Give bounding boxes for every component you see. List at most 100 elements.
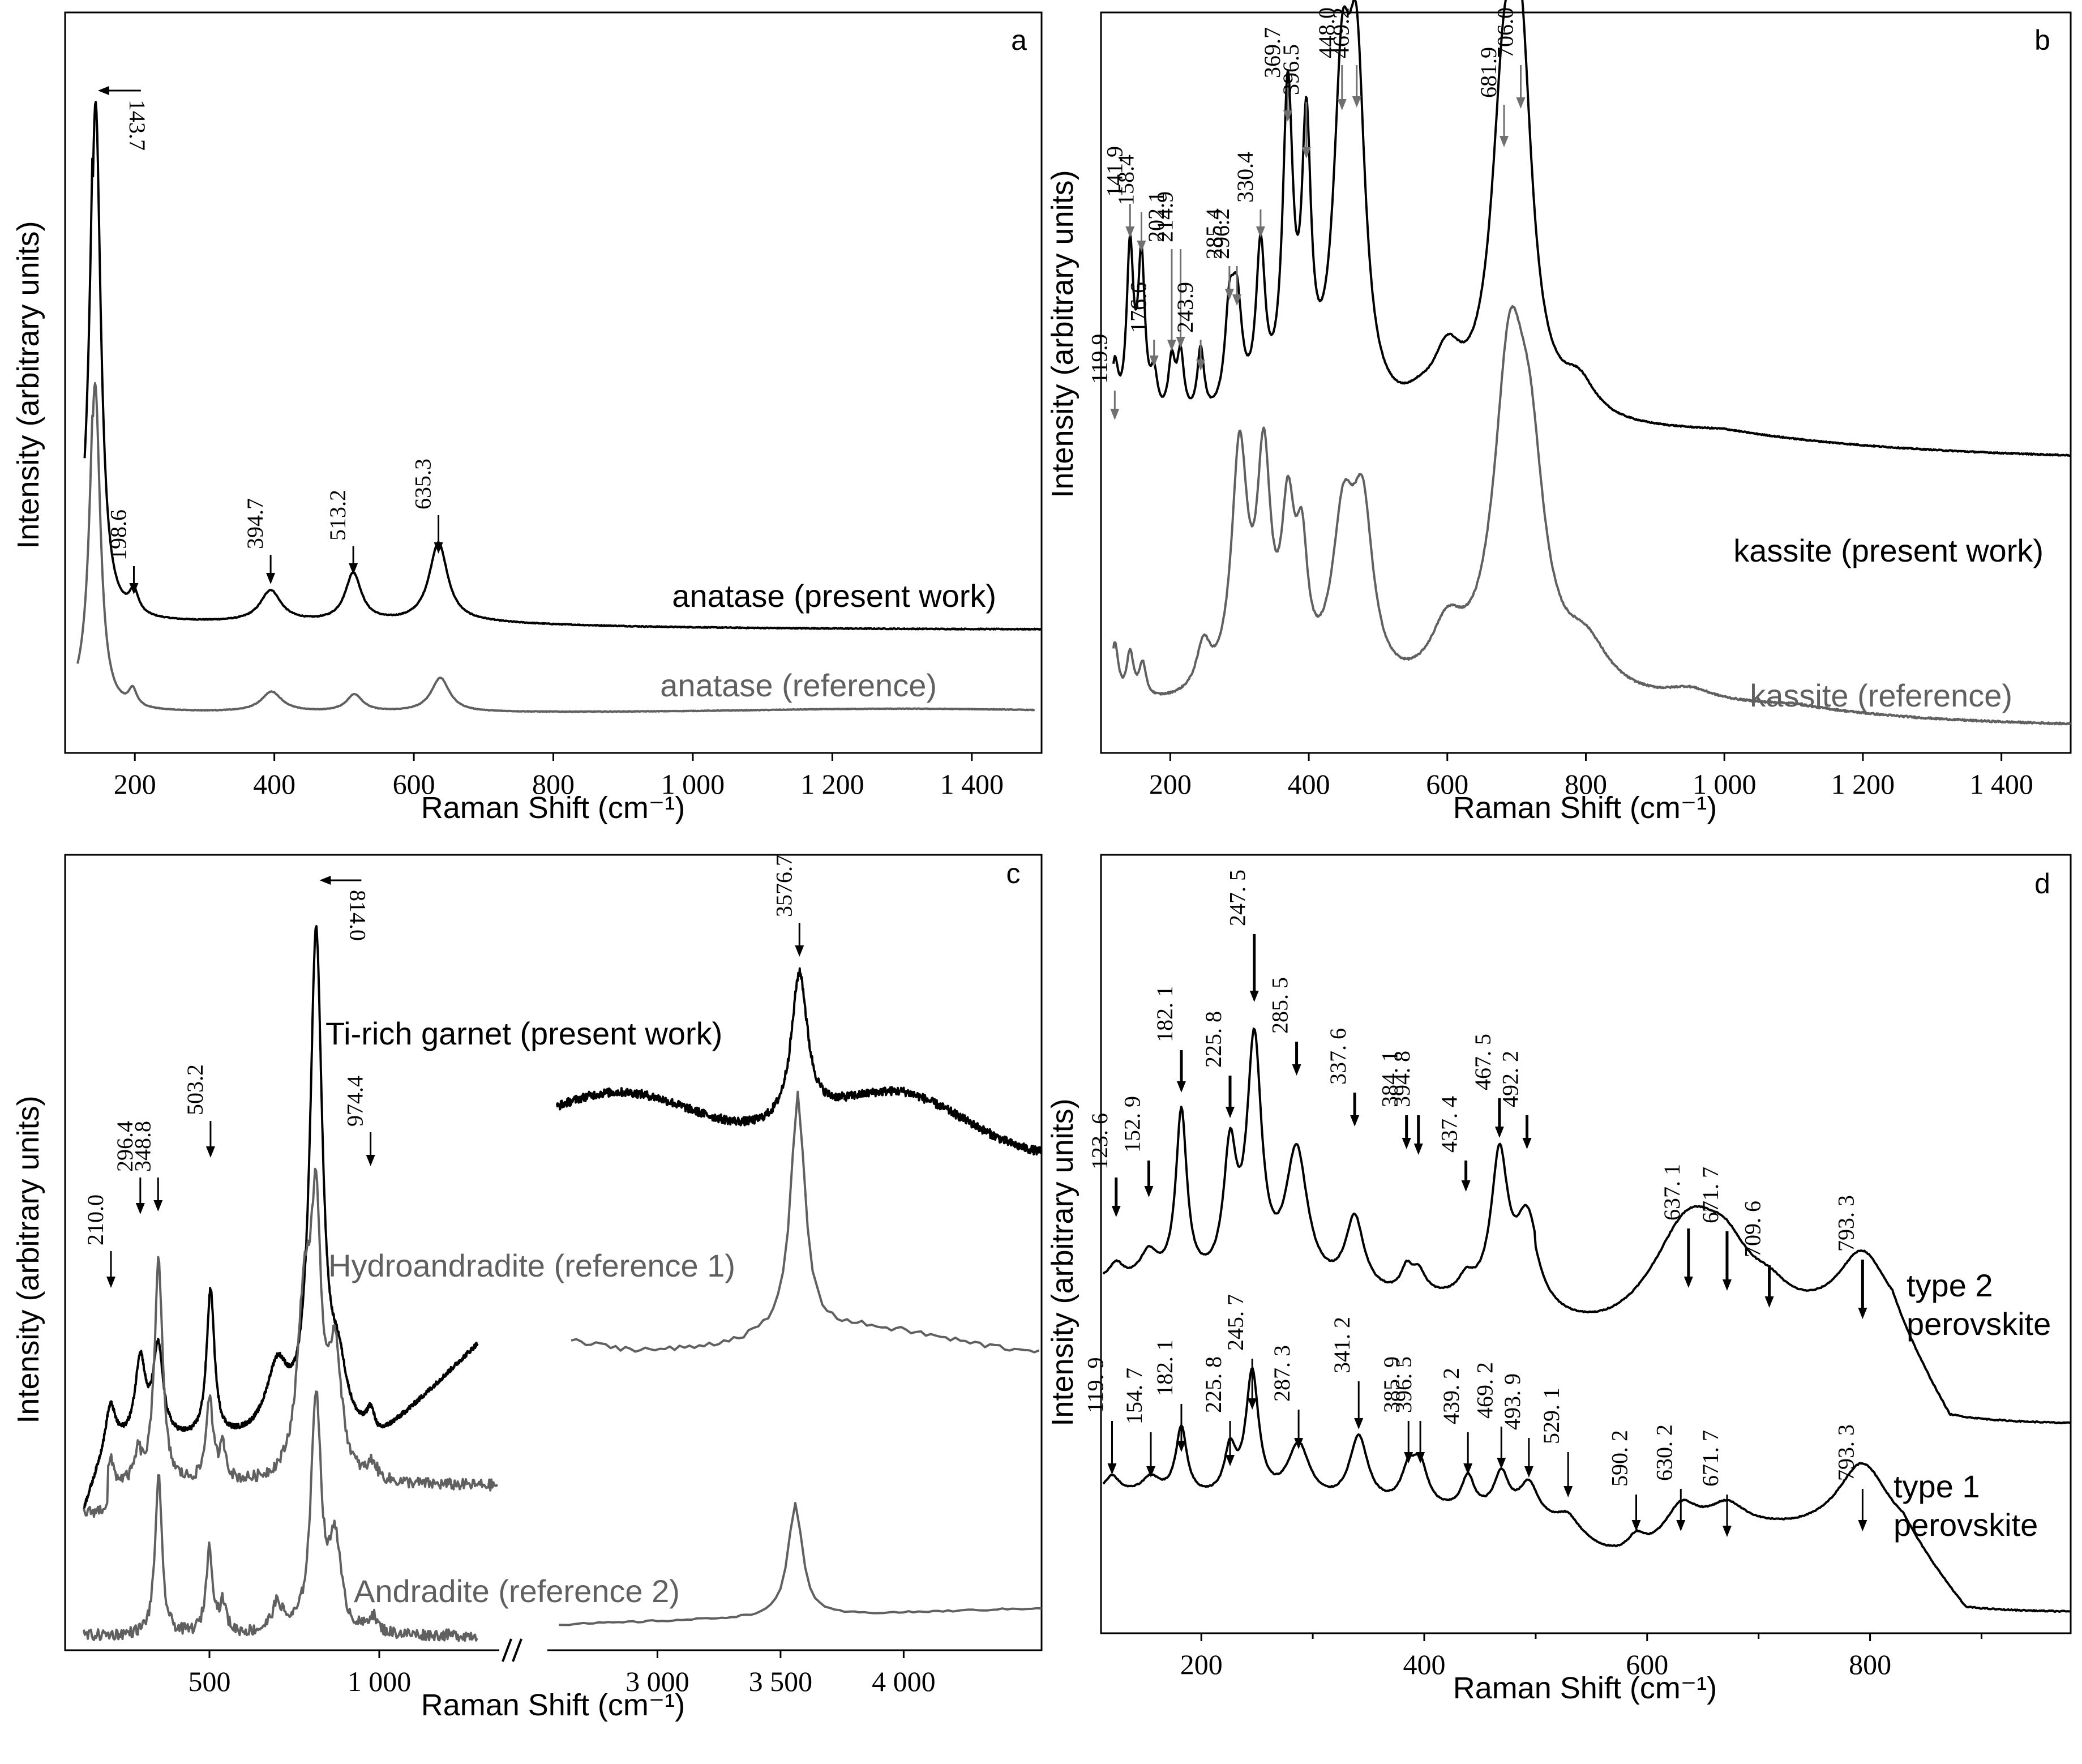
panel-b-tick-label-6: 1 400 bbox=[1969, 768, 2033, 800]
panel-b-peak-12-arrow-head bbox=[1337, 99, 1347, 110]
panel-d-type1-peak-11-arrow-head bbox=[1524, 1466, 1533, 1478]
panel-d-type2-peak-label-6: 337. 6 bbox=[1325, 1028, 1351, 1085]
panel-c-peak-label-4: 814.0 bbox=[345, 890, 370, 941]
panel-d-legend-type1-line1: type 1 bbox=[1893, 1468, 1980, 1504]
panel-b-peak-label-14: 681.9 bbox=[1476, 47, 1501, 98]
panel-d-tick-label-0: 200 bbox=[1180, 1649, 1223, 1680]
panel-b-peak-label-2: 158.4 bbox=[1113, 155, 1138, 205]
panel-b-peak-label-12: 448.0 bbox=[1314, 7, 1339, 58]
panel-d-type2-peak-11-arrow-head bbox=[1522, 1138, 1532, 1149]
panel-b-ylabel: Intensity (arbitrary units) bbox=[1046, 170, 1079, 498]
panel-d-type2-peak-7-arrow-head bbox=[1402, 1138, 1411, 1149]
panel-d-type2-peak-10-arrow-head bbox=[1494, 1127, 1504, 1138]
panel-b-peak-1-arrow-head bbox=[1125, 226, 1135, 238]
panel-d-type2-peak-9-arrow-head bbox=[1461, 1180, 1471, 1192]
panel-a-peak-label-3: 513.2 bbox=[325, 490, 350, 541]
panel-b-tick-label-3: 800 bbox=[1565, 768, 1607, 800]
panel-d-type2-peak-label-2: 182. 1 bbox=[1152, 986, 1177, 1042]
panel-c-peak-label-2: 348.8 bbox=[130, 1121, 155, 1172]
panel-d-type2-peak-label-3: 225. 8 bbox=[1201, 1011, 1226, 1068]
panel-d-letter: d bbox=[2034, 868, 2050, 900]
panel-d-type1-peak-1-arrow-head bbox=[1146, 1466, 1156, 1478]
panel-c-series-present-low bbox=[83, 925, 479, 1509]
panel-d-type2-peak-3-arrow-head bbox=[1226, 1107, 1235, 1118]
panel-d-type2-peak-4-arrow-head bbox=[1249, 991, 1259, 1002]
panel-d-type1-peak-label-4: 245. 7 bbox=[1223, 1294, 1248, 1351]
panel-b-series-reference bbox=[1112, 305, 2071, 726]
panel-a-tick-label-1: 400 bbox=[253, 768, 295, 800]
panel-d-type2-peak-label-14: 709. 6 bbox=[1740, 1201, 1766, 1257]
panel-d-type1-peak-label-16: 793. 3 bbox=[1833, 1424, 1858, 1481]
panel-d-type2-peak-label-7: 384. 1 bbox=[1377, 1051, 1403, 1107]
panel-d-xlabel: Raman Shift (cm⁻¹) bbox=[1453, 1671, 1717, 1705]
panel-d-type2-peak-label-13: 671. 7 bbox=[1698, 1167, 1723, 1223]
panel-a-legend-reference: anatase (reference) bbox=[660, 667, 937, 703]
panel-b-peak-label-0: 119.9 bbox=[1086, 333, 1112, 384]
panel-b-peak-14-arrow-head bbox=[1499, 136, 1509, 147]
panel-c-axis-break-1 bbox=[502, 1638, 512, 1662]
panel-d: d 200 400 600 800 Intensity (arbitrary units)… bbox=[1046, 854, 2072, 1705]
panel-c-peak-label-1: 296.4 bbox=[112, 1121, 138, 1172]
panel-d-type1-peak-2-arrow-head bbox=[1176, 1441, 1186, 1452]
panel-b-legend-reference: kassite (reference) bbox=[1750, 678, 2012, 713]
panel-d-legend-type2-line2: perovskite bbox=[1907, 1306, 2051, 1342]
panel-c-peak-label-6: 3576.7 bbox=[771, 855, 796, 917]
panel-d-type2-peak-15-arrow-head bbox=[1858, 1308, 1867, 1319]
panel-a-peak-3-arrow-head bbox=[349, 563, 358, 575]
panel-c-peak-label-0: 210.0 bbox=[83, 1194, 108, 1245]
panel-b-peak-label-11: 396.5 bbox=[1278, 44, 1304, 95]
panel-b-peak-label-7: 285.4 bbox=[1201, 208, 1227, 259]
panel-c-letter: c bbox=[1006, 858, 1021, 889]
panel-d-type1-peak-3-arrow-head bbox=[1226, 1455, 1235, 1466]
panel-c-ylabel: Intensity (arbitrary units) bbox=[11, 1095, 45, 1423]
panel-d-series-type2 bbox=[1102, 1027, 2071, 1424]
panel-c-frame bbox=[64, 854, 1043, 1651]
panel-d-type1-peak-label-3: 225. 8 bbox=[1201, 1356, 1226, 1413]
panel-a: a 200 400 600 800 1 000 1 200 1 400 Intensity (a… bbox=[11, 11, 1043, 825]
panel-c-peak-2-arrow-head bbox=[153, 1200, 163, 1211]
panel-d-type2-peak-label-0: 123. 6 bbox=[1087, 1113, 1112, 1170]
panel-c-peak-3-arrow-head bbox=[205, 1146, 215, 1158]
panel-a-xlabel: Raman Shift (cm⁻¹) bbox=[421, 791, 686, 825]
panel-d-type1-peak-label-2: 182. 1 bbox=[1152, 1339, 1177, 1396]
panel-d-type1-peak-9-arrow-head bbox=[1463, 1463, 1473, 1475]
panel-a-peak-label-4: 635.3 bbox=[410, 459, 436, 509]
panel-c-series-ref2-high bbox=[559, 1502, 1042, 1626]
panel-b-tick-label-1: 400 bbox=[1288, 768, 1330, 800]
panel-b-peak-label-6: 243.9 bbox=[1172, 282, 1198, 333]
panel-b-peak-label-5: 214.9 bbox=[1153, 191, 1178, 242]
panel-b-peak-label-3: 176.6 bbox=[1126, 282, 1151, 333]
panel-a-tick-label-6: 1 400 bbox=[940, 768, 1004, 800]
panel-d-tick-label-2: 600 bbox=[1626, 1649, 1668, 1680]
panel-b-peak-label-8: 296.2 bbox=[1209, 208, 1234, 259]
panel-b-peak-label-13: 469.2 bbox=[1329, 7, 1354, 58]
panel-a-peak-label-0: 143.7 bbox=[125, 100, 150, 151]
panel-d-type2-peak-14-arrow-head bbox=[1764, 1296, 1774, 1308]
panel-b: b 200 400 600 800 1 000 1 200 1 400 Intensity (a… bbox=[1046, 0, 2072, 825]
panel-b-tick-label-4: 1 000 bbox=[1693, 768, 1757, 800]
panel-c-peak-label-5: 974.4 bbox=[342, 1076, 368, 1127]
panel-b-peak-label-9: 330.4 bbox=[1232, 152, 1258, 203]
panel-b-peak-label-10: 369.7 bbox=[1260, 27, 1285, 78]
panel-a-peak-label-1: 198.6 bbox=[105, 509, 131, 560]
panel-d-type1-peak-12-arrow-head bbox=[1563, 1486, 1573, 1497]
panel-d-legend-type2-line1: type 2 bbox=[1907, 1268, 1993, 1303]
panel-d-type2-peak-13-arrow-head bbox=[1722, 1279, 1732, 1291]
panel-b-peak-15-arrow-head bbox=[1516, 97, 1526, 109]
panel-d-type1-peak-4-arrow-head bbox=[1248, 1398, 1257, 1410]
panel-b-peak-label-1: 141.9 bbox=[1102, 146, 1127, 197]
panel-c-peak-5-arrow-head bbox=[366, 1155, 375, 1166]
panel-a-series-reference bbox=[76, 382, 1035, 713]
panel-d-type1-peak-label-11: 493. 9 bbox=[1500, 1373, 1525, 1430]
panel-c-peak-1-arrow-head bbox=[135, 1203, 145, 1214]
panel-d-type1-peak-6-arrow-head bbox=[1354, 1418, 1364, 1429]
panel-d-type1-peak-5-arrow-head bbox=[1294, 1438, 1304, 1449]
panel-d-type1-peak-7-arrow-head bbox=[1404, 1452, 1413, 1463]
panel-c-peak-label-3: 503.2 bbox=[182, 1064, 208, 1115]
panel-b-peak-10-arrow-head bbox=[1283, 110, 1292, 122]
panel-d-type1-peak-label-12: 529. 1 bbox=[1539, 1388, 1564, 1444]
panel-c-axis-break-2 bbox=[512, 1638, 522, 1662]
panel-c-series-ref1-low bbox=[83, 1167, 499, 1518]
panel-b-peak-11-arrow-head bbox=[1301, 147, 1311, 159]
panel-d-type1-peak-15-arrow-head bbox=[1722, 1526, 1732, 1537]
